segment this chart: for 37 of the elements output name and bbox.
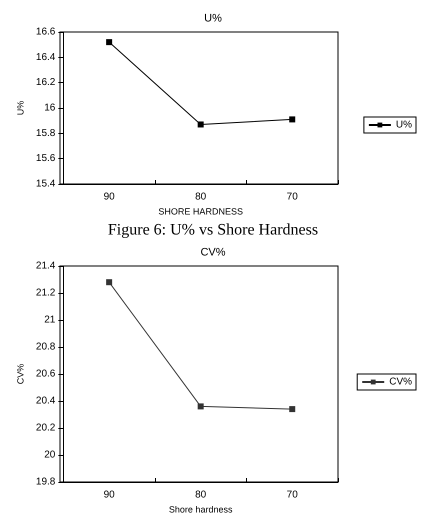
y-axis-title: U% xyxy=(16,100,26,116)
x-tick-label: 70 xyxy=(286,192,298,202)
y-tick-label: 20.4 xyxy=(36,396,56,406)
y-tick-label: 15.6 xyxy=(36,153,56,164)
y-tick-label: 20.8 xyxy=(36,342,56,352)
x-tick-label: 80 xyxy=(195,192,207,202)
y-tick-label: 21.4 xyxy=(36,260,56,272)
y-tick-label: 16.6 xyxy=(36,26,56,38)
y-tick-label: 21.2 xyxy=(36,288,56,298)
y-tick-label: 16 xyxy=(44,102,56,114)
point xyxy=(289,116,296,122)
x-axis-title: Shore hardness xyxy=(168,504,233,514)
x-tick-label: 80 xyxy=(195,490,207,500)
x-tick-label: 90 xyxy=(104,490,116,500)
point xyxy=(106,39,112,46)
legend-label: CV% xyxy=(389,376,412,388)
y-tick-label: 15.4 xyxy=(36,178,56,190)
x-tick-label: 90 xyxy=(104,192,116,202)
y-tick-label: 19.8 xyxy=(36,476,56,488)
y-tick-label: 16.2 xyxy=(36,77,56,88)
x-tick-label: 70 xyxy=(286,490,298,500)
point xyxy=(198,403,204,410)
y-tick-label: 20.2 xyxy=(36,422,56,434)
chart-title: CV% xyxy=(200,246,226,258)
y-tick-label: 21 xyxy=(44,314,56,326)
caption: Figure 6: U% vs Shore Hardness xyxy=(108,222,318,238)
x-axis-title: SHORE HARDNESS xyxy=(158,206,243,216)
y-tick-label: 15.8 xyxy=(36,128,56,139)
y-tick-label: 20.6 xyxy=(36,368,56,380)
point xyxy=(106,279,112,286)
point xyxy=(198,121,204,128)
y-axis-title: CV% xyxy=(16,364,26,384)
chart-title: U% xyxy=(204,12,222,24)
y-tick-label: 20 xyxy=(44,450,56,460)
legend-label: U% xyxy=(396,120,412,130)
y-tick-label: 16.4 xyxy=(36,52,56,63)
point xyxy=(289,406,296,412)
